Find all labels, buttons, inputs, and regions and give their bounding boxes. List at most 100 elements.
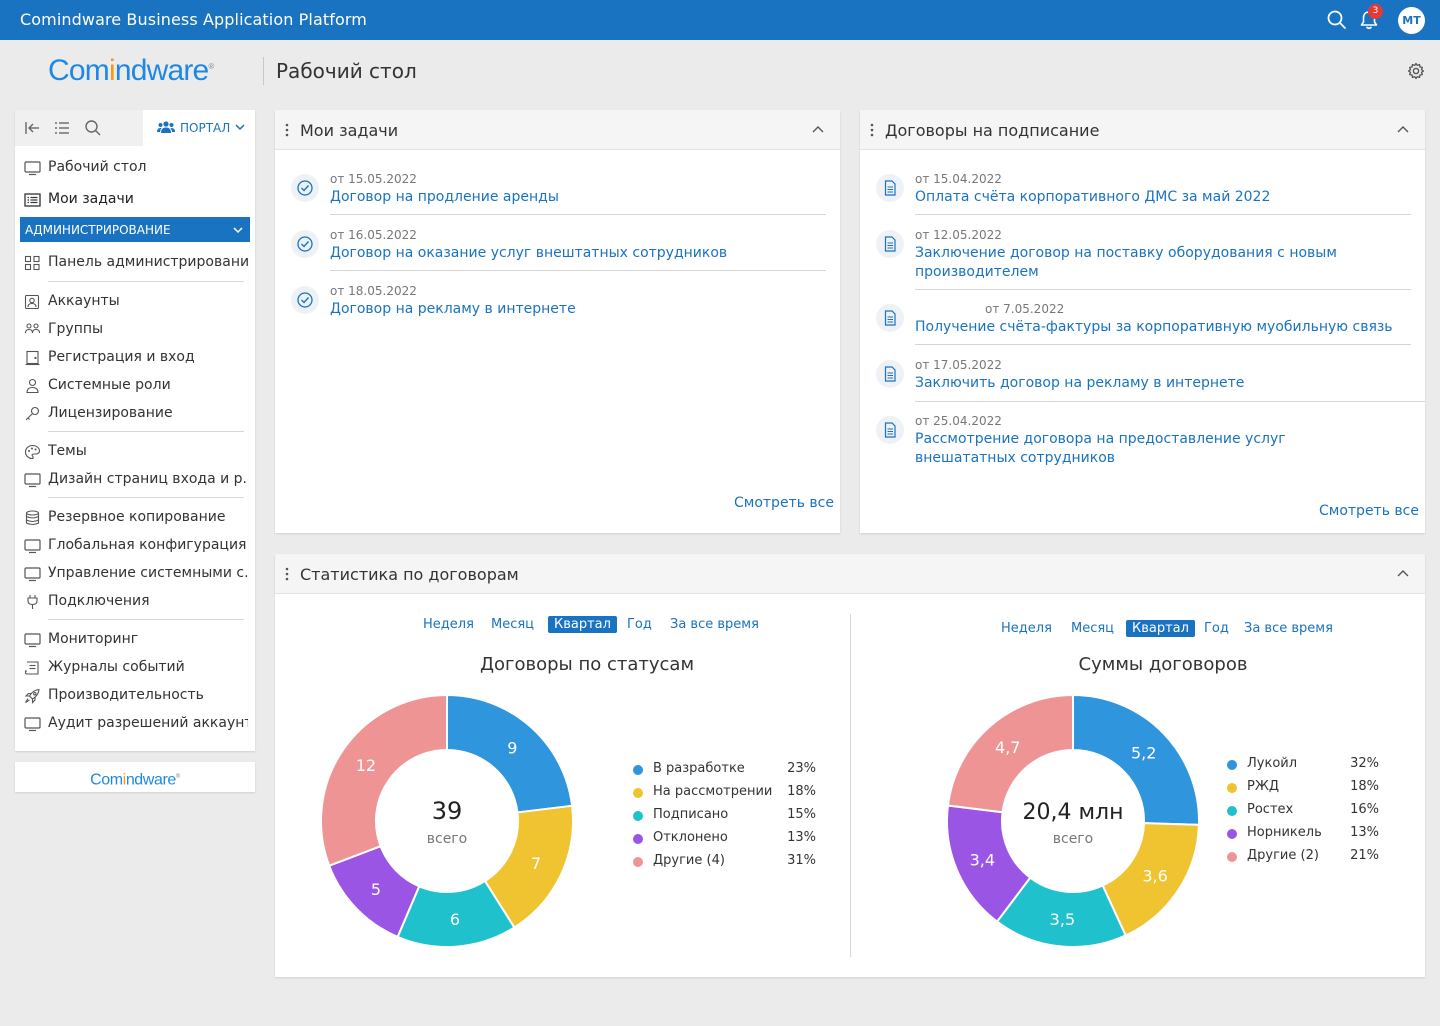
search-icon[interactable] <box>1326 9 1348 31</box>
document-icon <box>876 304 904 332</box>
legend-item[interactable]: Норникель 13% <box>1227 825 1387 843</box>
legend-item[interactable]: Другие (2) 21% <box>1227 848 1387 866</box>
see-all-link[interactable]: Смотреть все <box>734 495 834 511</box>
legend-label: Ростех <box>1247 802 1294 817</box>
nav-item-admin-panel[interactable]: Панель администрирования <box>15 249 255 277</box>
legend-item[interactable]: РЖД 18% <box>1227 779 1387 797</box>
contract-row[interactable]: от 17.05.2022 Заключить договор на рекла… <box>876 358 1425 416</box>
filter-all-time[interactable]: За все время <box>670 617 759 632</box>
nav-item-global-config[interactable]: Глобальная конфигурация <box>15 532 255 560</box>
nav-item-my-tasks[interactable]: Мои задачи <box>15 186 255 214</box>
task-link[interactable]: Договор на продление аренды <box>330 189 559 205</box>
slice-value-label: 4,7 <box>995 738 1020 757</box>
slice-value-label: 3,4 <box>970 850 995 869</box>
nav-item-performance[interactable]: Производительность <box>15 682 255 710</box>
nav-item-system-roles[interactable]: Системные роли <box>15 372 255 400</box>
nav-item-backup[interactable]: Резервное копирование <box>15 504 255 532</box>
task-row[interactable]: от 15.05.2022 Договор на продление аренд… <box>291 172 826 230</box>
task-link[interactable]: Договор на рекламу в интернете <box>330 301 576 317</box>
contract-row[interactable]: от 15.04.2022 Оплата счёта корпоративног… <box>876 172 1411 230</box>
nav-item-desktop[interactable]: Рабочий стол <box>15 154 255 182</box>
database-icon <box>25 510 40 526</box>
nav-item-licensing[interactable]: Лицензирование <box>15 400 255 428</box>
contract-row[interactable]: от 25.04.2022 Рассмотрение договора на п… <box>876 414 1411 490</box>
filter-month[interactable]: Месяц <box>1071 621 1115 636</box>
see-all-link[interactable]: Смотреть все <box>1319 503 1419 519</box>
donut-slice[interactable] <box>946 693 1074 814</box>
chevron-down-icon <box>235 124 245 131</box>
key-icon <box>25 406 40 421</box>
nav-item-event-logs[interactable]: Журналы событий <box>15 654 255 682</box>
nav-item-monitoring[interactable]: Мониторинг <box>15 626 255 654</box>
legend-label: Подписано <box>653 807 729 822</box>
widget-header: Договоры на подписание <box>860 110 1425 150</box>
monitor-icon <box>24 567 41 582</box>
chart-title-statuses: Договоры по статусам <box>479 654 695 675</box>
collapse-sidebar-icon[interactable] <box>23 119 41 137</box>
drag-handle-icon[interactable] <box>285 566 289 582</box>
nav-item-registration[interactable]: Регистрация и вход <box>15 344 255 372</box>
monitor-icon <box>24 161 41 176</box>
chevron-up-icon[interactable] <box>812 125 824 134</box>
filter-month[interactable]: Месяц <box>491 617 535 632</box>
chevron-up-icon[interactable] <box>1397 569 1409 578</box>
nav-item-groups[interactable]: Группы <box>15 316 255 344</box>
nav-item-accounts[interactable]: Аккаунты <box>15 288 255 316</box>
contract-link[interactable]: Заключение договор на поставку оборудова… <box>915 245 1337 280</box>
nav-divider <box>48 497 244 498</box>
filter-year[interactable]: Год <box>627 617 652 632</box>
legend-item[interactable]: Подписано 15% <box>633 807 823 825</box>
donut-slice[interactable] <box>320 693 448 867</box>
task-row[interactable]: от 18.05.2022 Договор на рекламу в интер… <box>291 284 826 342</box>
task-link[interactable]: Договор на оказание услуг внештатных сот… <box>330 245 728 261</box>
search-icon[interactable] <box>84 119 102 137</box>
contract-row[interactable]: от 12.05.2022 Заключение договор на пост… <box>876 228 1411 304</box>
legend-item[interactable]: Отклонено 13% <box>633 830 823 848</box>
legend-item[interactable]: В разработке 23% <box>633 761 823 779</box>
task-row[interactable]: от 16.05.2022 Договор на оказание услуг … <box>291 228 826 286</box>
contract-link[interactable]: Заключить договор на рекламу в интернете <box>915 375 1245 391</box>
nav-section-administration[interactable]: АДМИНИСТРИРОВАНИЕ <box>20 217 250 242</box>
legend-label: Норникель <box>1247 825 1322 840</box>
nav-item-connections[interactable]: Подключения <box>15 588 255 616</box>
portal-dropdown[interactable]: ПОРТАЛ <box>143 110 255 146</box>
nav-item-themes[interactable]: Темы <box>15 438 255 466</box>
filter-week[interactable]: Неделя <box>423 617 474 632</box>
slice-value-label: 7 <box>531 854 541 873</box>
list-icon[interactable] <box>53 119 71 137</box>
nav-item-permissions-audit[interactable]: Аудит разрешений аккаунт... <box>15 710 255 738</box>
donut-slice[interactable] <box>1072 693 1200 826</box>
legend-item[interactable]: Ростех 16% <box>1227 802 1387 820</box>
drag-handle-icon[interactable] <box>285 122 289 138</box>
filter-year[interactable]: Год <box>1204 621 1229 636</box>
donut-slice[interactable] <box>446 693 574 814</box>
gear-icon[interactable] <box>1407 62 1425 80</box>
legend-marker <box>1227 783 1237 793</box>
avatar[interactable]: МТ <box>1398 7 1425 34</box>
legend-item[interactable]: Лукойл 32% <box>1227 756 1387 774</box>
filter-quarter[interactable]: Квартал <box>1126 620 1195 637</box>
slice-value-label: 5 <box>371 880 381 899</box>
contract-link[interactable]: Оплата счёта корпоративного ДМС за май 2… <box>915 189 1271 205</box>
drag-handle-icon[interactable] <box>870 122 874 138</box>
legend-percent: 18% <box>1350 779 1379 794</box>
legend-marker <box>1227 852 1237 862</box>
legend-percent: 13% <box>787 830 816 845</box>
filter-quarter[interactable]: Квартал <box>548 616 617 633</box>
chevron-up-icon[interactable] <box>1397 125 1409 134</box>
document-icon <box>876 360 904 388</box>
nav-item-system-management[interactable]: Управление системными с... <box>15 560 255 588</box>
users-icon <box>157 121 175 133</box>
check-circle-icon <box>291 286 319 314</box>
legend-label: РЖД <box>1247 779 1279 794</box>
contract-link[interactable]: Получение счёта-фактуры за корпоративную… <box>915 319 1393 335</box>
legend-label: Другие (4) <box>653 853 725 868</box>
legend-item[interactable]: Другие (4) 31% <box>633 853 823 871</box>
legend-item[interactable]: На рассмотрении 18% <box>633 784 823 802</box>
filter-week[interactable]: Неделя <box>1001 621 1052 636</box>
filter-all-time[interactable]: За все время <box>1244 621 1333 636</box>
nav-item-login-page-design[interactable]: Дизайн страниц входа и р... <box>15 466 255 494</box>
top-bar: Comindware Business Application Platform… <box>0 0 1440 40</box>
contract-link[interactable]: Рассмотрение договора на предоставление … <box>915 431 1286 466</box>
contract-row[interactable]: от 7.05.2022 Получение счёта-фактуры за … <box>876 302 1411 360</box>
